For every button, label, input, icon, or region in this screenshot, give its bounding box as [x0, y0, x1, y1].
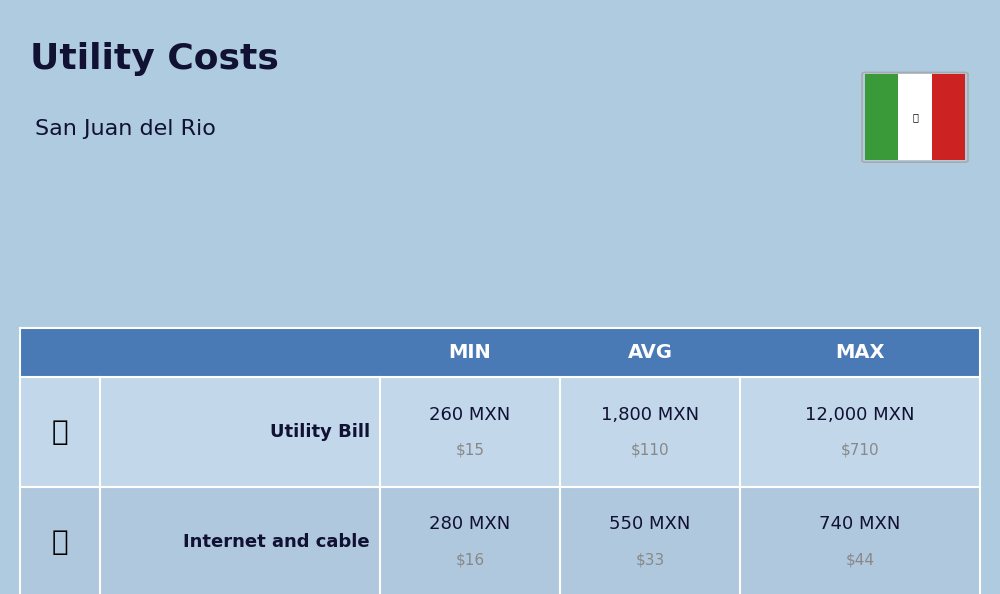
Text: AVG: AVG — [628, 343, 672, 362]
Text: 280 MXN: 280 MXN — [429, 516, 511, 533]
Text: Internet and cable: Internet and cable — [183, 533, 370, 551]
Bar — [865, 74, 898, 160]
Text: $16: $16 — [455, 552, 485, 567]
Text: MAX: MAX — [835, 343, 885, 362]
Text: $710: $710 — [841, 442, 879, 457]
Bar — [898, 74, 932, 160]
Text: 12,000 MXN: 12,000 MXN — [805, 406, 915, 424]
Text: $44: $44 — [846, 552, 874, 567]
Text: Utility Bill: Utility Bill — [270, 423, 370, 441]
Text: $15: $15 — [456, 442, 485, 457]
Text: 🦅: 🦅 — [912, 112, 918, 122]
Text: 260 MXN: 260 MXN — [429, 406, 511, 424]
Text: Utility Costs: Utility Costs — [30, 42, 279, 75]
Text: San Juan del Rio: San Juan del Rio — [35, 119, 216, 139]
Text: 550 MXN: 550 MXN — [609, 516, 691, 533]
Text: 740 MXN: 740 MXN — [819, 516, 901, 533]
Bar — [20, 328, 980, 377]
Text: 📡: 📡 — [52, 528, 68, 556]
Text: MIN: MIN — [449, 343, 491, 362]
Text: $110: $110 — [631, 442, 669, 457]
Text: 🔧: 🔧 — [52, 418, 68, 446]
Bar — [20, 487, 980, 594]
Bar — [932, 74, 965, 160]
Bar — [20, 377, 980, 487]
Text: $33: $33 — [635, 552, 665, 567]
Text: 1,800 MXN: 1,800 MXN — [601, 406, 699, 424]
